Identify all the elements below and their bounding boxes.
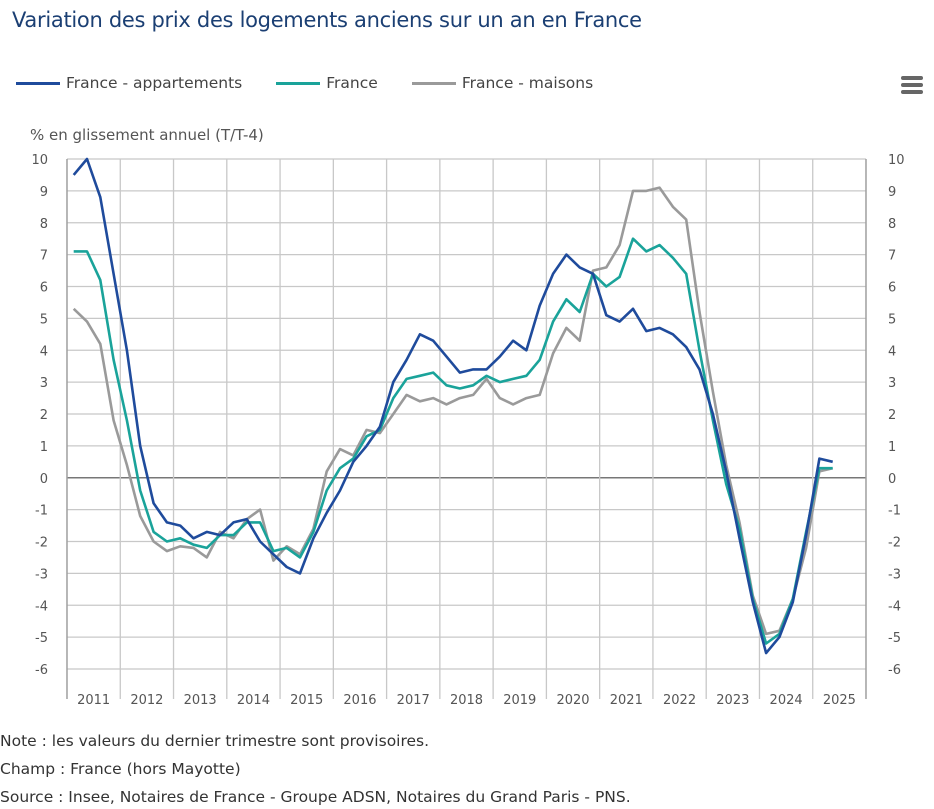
x-tick-label: 2019 [503,693,536,708]
note-text: Note : les valeurs du dernier trimestre … [0,732,430,750]
y-axis-label: % en glissement annuel (T/T-4) [30,126,264,144]
x-tick-label: 2021 [610,693,643,708]
legend-item-maisons[interactable]: France - maisons [411,74,594,92]
x-tick-label: 2011 [77,693,110,708]
x-tick-label: 2013 [184,693,217,708]
legend-item-france[interactable]: France [276,74,378,92]
legend: France - appartements France France - ma… [16,74,593,92]
legend-swatch [276,81,321,85]
x-tick-label: 2016 [343,693,376,708]
y-tick-label-right: 7 [888,249,896,264]
y-tick-label-left: -5 [35,631,48,646]
y-tick-label-left: -4 [35,599,48,614]
x-tick-label: 2015 [290,693,323,708]
y-tick-label-right: 9 [888,185,896,200]
y-tick-label-right: 10 [888,153,905,168]
y-tick-label-right: -2 [888,536,901,551]
legend-label: France - appartements [66,74,243,92]
legend-label: France [326,74,378,92]
legend-swatch [411,81,456,85]
y-tick-label-left: 8 [40,217,48,232]
y-tick-label-right: 5 [888,312,896,327]
series-line-france [73,237,833,645]
y-tick-label-left: 10 [31,153,48,168]
legend-item-appartements[interactable]: France - appartements [16,74,242,92]
y-tick-label-right: -4 [888,599,901,614]
y-tick-label-left: -1 [35,504,48,519]
y-tick-label-right: 4 [888,344,896,359]
x-tick-label: 2018 [450,693,483,708]
legend-swatch [16,81,60,85]
scope-text: Champ : France (hors Mayotte) [0,760,241,778]
y-tick-label-left: -3 [35,567,48,582]
y-tick-label-right: -6 [888,663,901,678]
y-tick-label-left: 5 [40,312,48,327]
y-tick-label-left: 6 [40,281,48,296]
y-tick-label-right: 0 [888,472,896,487]
y-tick-label-left: 1 [40,440,48,455]
x-tick-label: 2020 [556,693,589,708]
x-tick-label: 2025 [823,693,856,708]
y-tick-label-left: 0 [40,472,48,487]
y-tick-label-right: 6 [888,281,896,296]
y-tick-label-right: -5 [888,631,901,646]
x-tick-label: 2022 [663,693,696,708]
y-tick-label-right: 1 [888,440,896,455]
legend-label: France - maisons [461,74,594,92]
x-tick-label: 2024 [770,693,803,708]
y-tick-label-right: 2 [888,408,896,423]
series-line-france-appartements [72,157,834,655]
y-tick-label-left: -2 [35,536,48,551]
x-tick-label: 2017 [397,693,430,708]
hamburger-menu-icon[interactable] [901,76,923,94]
y-tick-label-right: -1 [888,504,901,519]
y-tick-label-right: 8 [888,217,896,232]
x-tick-label: 2014 [237,693,270,708]
y-tick-label-right: -3 [888,567,901,582]
y-tick-label-left: 4 [40,344,48,359]
y-tick-label-left: 2 [40,408,48,423]
y-tick-label-left: -6 [35,663,48,678]
y-tick-label-right: 3 [888,376,896,391]
source-text: Source : Insee, Notaires de France - Gro… [0,788,631,806]
chart-title: Variation des prix des logements anciens… [12,8,642,32]
y-tick-label-left: 3 [40,376,48,391]
y-tick-label-left: 7 [40,249,48,264]
x-tick-label: 2023 [716,693,749,708]
y-tick-label-left: 9 [40,185,48,200]
x-tick-label: 2012 [130,693,163,708]
line-chart: 10 109 98 87 76 65 54 43 32 21 10 0-1 -1-2 -2-3 -3-4 -4… [31,153,905,708]
series-line-france-maisons [72,186,834,636]
